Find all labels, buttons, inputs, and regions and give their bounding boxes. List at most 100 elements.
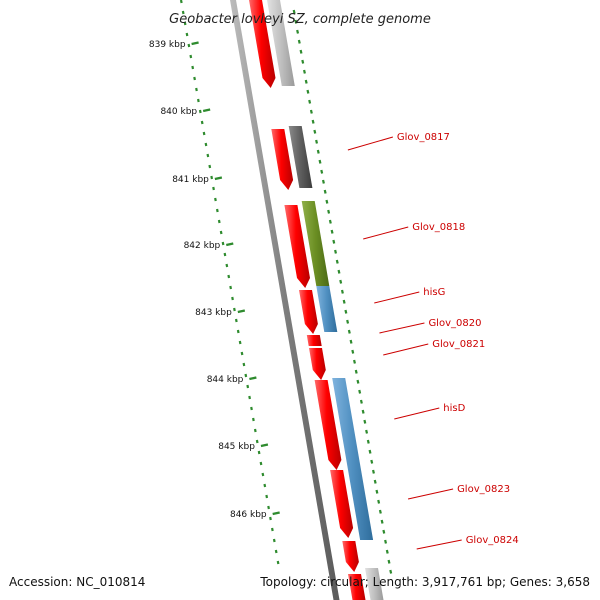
outer-ring-dot <box>320 169 324 174</box>
outer-ring-dot <box>380 519 384 524</box>
ruler-dot <box>238 340 242 345</box>
outer-ring-dot <box>353 359 356 364</box>
outer-ring-dot <box>347 329 351 334</box>
genome-stats-text: Topology: circular; Length: 3,917,761 bp… <box>259 575 590 589</box>
outer-ring-dot <box>370 459 374 464</box>
outer-ring-dot <box>344 309 348 314</box>
scale-tick <box>249 376 257 381</box>
scale-label: 843 kbp <box>195 308 232 318</box>
cds-arrow <box>330 470 354 538</box>
outer-ring-dot <box>384 539 388 544</box>
outer-ring-dot <box>337 269 341 274</box>
outer-ring-dot <box>361 409 365 414</box>
scale-label: 842 kbp <box>184 241 221 251</box>
outer-ring-dot <box>315 139 319 144</box>
outer-ring-dot <box>389 569 393 574</box>
outer-ring-dot <box>378 509 382 514</box>
ruler-dot <box>227 274 231 279</box>
outer-ring-dot <box>366 439 370 444</box>
cds-arrow <box>348 574 366 600</box>
outer-ring-dot <box>377 499 381 504</box>
ruler-dot <box>240 351 244 356</box>
cog-feature <box>288 126 313 188</box>
outer-ring-dot <box>316 149 320 154</box>
scale-label: 839 kbp <box>149 40 186 50</box>
cog-feature <box>316 286 338 332</box>
outer-ring-dot <box>301 59 305 64</box>
outer-ring-dot <box>294 19 298 24</box>
ruler-dot <box>179 0 183 4</box>
outer-ring-dot <box>323 189 327 194</box>
accession-text: Accession: NC_010814 <box>9 575 145 589</box>
outer-ring-dot <box>313 129 317 134</box>
ruler-dot <box>212 186 215 191</box>
outer-ring-dot <box>363 419 367 424</box>
outer-ring-dot <box>375 489 379 494</box>
gene-leader-line <box>383 343 429 356</box>
ruler-dot <box>208 164 212 169</box>
cds-arrow <box>284 205 310 288</box>
ruler-dot <box>253 428 257 433</box>
gene-leader-line <box>374 291 420 304</box>
ruler-dot <box>271 527 274 532</box>
ruler-dot <box>183 21 187 26</box>
ruler-dot <box>217 219 221 224</box>
ruler-dot <box>263 483 267 488</box>
outer-ring-dot <box>372 469 375 474</box>
ruler-dot <box>202 131 206 136</box>
ruler-dot <box>215 208 219 213</box>
outer-ring-dot <box>339 279 343 284</box>
ruler-dot <box>272 538 276 543</box>
cds-arrow <box>306 335 322 346</box>
ruler-dot <box>193 76 196 81</box>
ruler-dot <box>219 230 223 235</box>
ruler-dot <box>259 461 263 466</box>
outer-ring-dot <box>297 39 301 44</box>
outer-ring-dot <box>356 379 360 384</box>
outer-ring-dot <box>330 229 334 234</box>
ruler-dot <box>234 318 238 323</box>
outer-ring-dot <box>335 259 339 264</box>
ruler-dot <box>236 329 240 334</box>
outer-ring-dot <box>359 399 363 404</box>
ruler-dot <box>274 549 278 554</box>
cds-arrow <box>342 541 359 572</box>
outer-ring-dot <box>332 239 336 244</box>
ruler-dot <box>255 439 259 444</box>
outer-ring-dot <box>321 179 325 184</box>
scale-tick <box>226 242 234 247</box>
ruler-dot <box>265 494 269 499</box>
scale-tick <box>260 443 269 448</box>
gene-leader-line <box>347 136 394 151</box>
cog-feature <box>301 201 330 286</box>
ruler-dot <box>261 472 265 477</box>
gene-leader-line <box>394 407 440 420</box>
ruler-dot <box>233 307 236 312</box>
outer-ring-dot <box>358 389 362 394</box>
outer-ring-dot <box>334 249 337 254</box>
gene-leader-line <box>363 226 409 240</box>
ruler-dot <box>257 450 261 455</box>
ruler-dot <box>196 98 200 103</box>
gene-label: Glov_0817 <box>397 132 450 143</box>
map-title: Geobacter lovleyi SZ, complete genome <box>169 12 431 27</box>
ruler-dot <box>229 285 233 290</box>
scale-tick <box>272 511 280 516</box>
ruler-dot <box>195 87 198 92</box>
gene-label: Glov_0823 <box>457 484 510 495</box>
outer-ring-dot <box>351 349 355 354</box>
ruler-dot <box>248 395 251 400</box>
ruler-dot <box>225 263 229 268</box>
outer-ring-dot <box>349 339 353 344</box>
scale-tick <box>202 108 211 113</box>
scale-label: 841 kbp <box>172 175 209 185</box>
ruler-dot <box>214 197 217 202</box>
ruler-dot <box>189 54 193 59</box>
outer-ring-dot <box>303 69 306 74</box>
gene-label: hisD <box>443 403 465 414</box>
cds-arrow <box>249 0 276 88</box>
outer-ring-dot <box>311 119 315 124</box>
ruler-dot <box>231 296 234 301</box>
ruler-dot <box>267 505 270 510</box>
scale-label: 846 kbp <box>230 510 267 520</box>
